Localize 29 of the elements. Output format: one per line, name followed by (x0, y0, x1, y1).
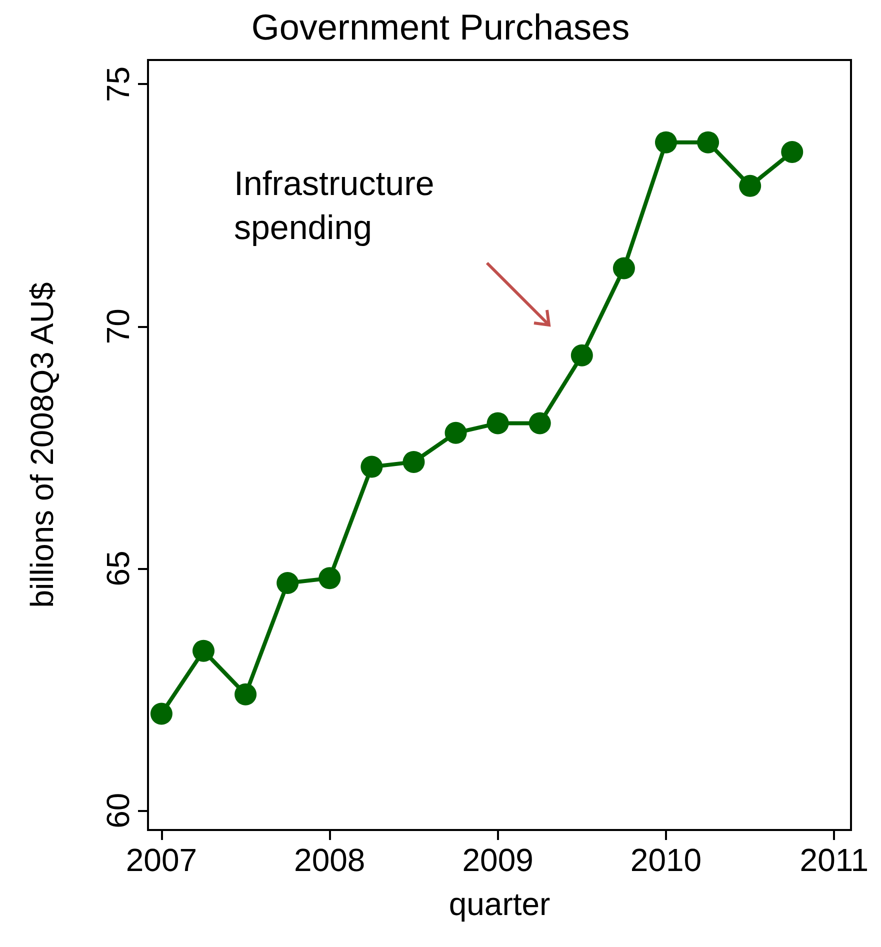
x-tick-label: 2009 (462, 842, 534, 878)
point (276, 572, 299, 594)
point (612, 257, 635, 280)
x-tick-label: 2007 (126, 842, 198, 878)
y-axis-title: billions of 2008Q3 AU$ (24, 282, 60, 608)
point (234, 683, 257, 706)
point (444, 422, 467, 444)
y-tick-label: 60 (100, 792, 136, 828)
point (570, 344, 593, 366)
point (697, 131, 720, 154)
point (150, 702, 172, 725)
x-tick-label: 2011 (800, 842, 869, 878)
x-tick-label: 2008 (294, 842, 366, 878)
point (781, 141, 804, 164)
point (655, 131, 677, 154)
point (402, 450, 425, 473)
y-tick-label: 70 (100, 308, 136, 344)
point (192, 640, 214, 662)
point (318, 567, 341, 590)
x-tick-label: 2010 (630, 842, 702, 878)
y-tick-label: 65 (100, 550, 136, 586)
point (360, 456, 383, 478)
point (739, 174, 762, 197)
point (486, 412, 509, 434)
point (528, 412, 551, 434)
y-tick-label: 75 (100, 66, 136, 102)
annotation: Infrastructure spending (234, 164, 436, 250)
x-axis-title: quarter (448, 886, 551, 922)
chart-title: Government Purchases (251, 6, 630, 48)
